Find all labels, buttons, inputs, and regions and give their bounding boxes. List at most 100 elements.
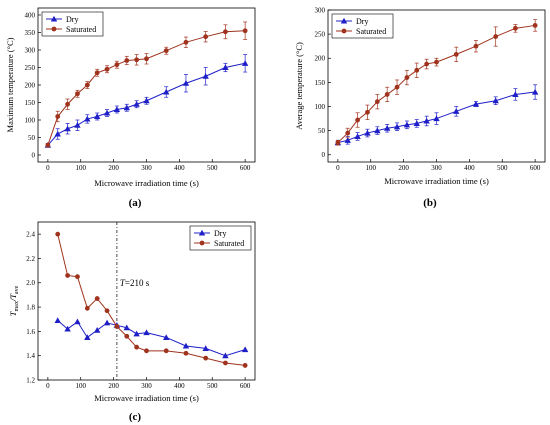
data-point: [84, 115, 91, 122]
x-tick-label: 100: [75, 164, 86, 172]
x-axis-label: Microwave irradiation time (s): [94, 178, 199, 188]
data-point: [75, 91, 80, 97]
data-point: [182, 342, 190, 349]
data-point: [202, 345, 209, 351]
data-point: [222, 64, 229, 71]
annotation-label: T=210 s: [120, 278, 150, 288]
axis-ticks: 0 100 200 300 400 500 600 1.2 1.4 1.6 1.8 2.0 2.2 2.4: [26, 231, 251, 390]
data-point: [335, 140, 341, 146]
legend-label: Dry: [66, 15, 78, 24]
data-point: [394, 84, 400, 90]
axis-ticks: 0 100 200 300 400 500 600 0 50 100 150 200 250 300 350…: [25, 11, 251, 172]
data-point: [423, 117, 430, 124]
x-tick-label: 200: [108, 164, 119, 172]
data-point: [434, 59, 439, 65]
y-tick-label: 2.2: [26, 255, 35, 263]
x-tick-label: 100: [75, 382, 86, 390]
data-point: [123, 104, 130, 111]
data-point: [143, 329, 150, 336]
data-point: [241, 60, 249, 66]
legend-box: [189, 225, 252, 251]
data-point: [133, 330, 140, 337]
data-point: [144, 56, 149, 62]
data-point: [163, 88, 170, 95]
data-point: [65, 273, 70, 278]
series-line: [47, 30, 246, 146]
y-tick-label: 400: [25, 11, 36, 19]
data-point: [473, 43, 479, 49]
data-point: [163, 334, 170, 341]
data-point: [74, 122, 81, 128]
data-point: [114, 62, 120, 68]
x-tick-label: 0: [46, 164, 50, 172]
y-tick-label: 50: [28, 134, 36, 142]
x-axis-label: Microwave irradiation time (s): [94, 393, 199, 403]
data-point: [55, 231, 61, 237]
data-point: [124, 333, 130, 339]
legend-label: Saturated: [356, 27, 386, 36]
x-tick-label: 600: [240, 382, 251, 390]
annotation-rest: =210 s: [125, 278, 150, 288]
x-tick-label: 0: [46, 382, 50, 390]
y-label-t: T: [8, 310, 18, 316]
x-tick-label: 200: [108, 382, 119, 390]
panel-b: 0 100 200 300 400 500 600 0 50 100 150 200 250 300 Dr…: [294, 6, 546, 209]
data-point: [344, 137, 351, 143]
data-point: [202, 73, 209, 79]
data-point: [512, 91, 519, 98]
panel-label: (a): [129, 197, 142, 209]
data-point: [345, 130, 351, 136]
chart-marks: T=210 s: [54, 222, 249, 380]
y-tick-label: 0: [322, 151, 326, 159]
series-line: [57, 234, 246, 366]
y-tick-label: 100: [315, 103, 326, 111]
y-tick-label: 0: [32, 151, 36, 159]
data-point: [384, 92, 390, 97]
y-axis-label: Tmax/Tave: [8, 285, 20, 316]
y-tick-label: 2.4: [26, 231, 35, 239]
y-tick-label: 200: [315, 55, 326, 63]
y-tick-label: 300: [25, 46, 36, 54]
data-point: [203, 355, 209, 361]
x-tick-label: 500: [497, 164, 508, 172]
data-point: [93, 326, 101, 333]
annotation-italic-t: T: [120, 278, 126, 288]
panel-label: (c): [129, 411, 142, 423]
data-point: [104, 66, 110, 72]
data-point: [84, 82, 90, 88]
x-tick-label: 600: [240, 164, 251, 172]
data-point: [414, 67, 420, 73]
x-tick-label: 100: [365, 164, 376, 172]
data-point: [354, 133, 361, 139]
data-point: [113, 106, 121, 113]
data-point: [472, 100, 480, 107]
chart-marks: [334, 19, 539, 146]
data-point: [134, 344, 140, 350]
data-point: [94, 70, 100, 76]
legend-marker: [50, 15, 58, 22]
y-tick-label: 100: [25, 116, 36, 124]
y-tick-label: 50: [318, 127, 326, 135]
series-saturated: [45, 21, 248, 148]
y-tick-label: 2.0: [26, 279, 35, 287]
y-tick-label: 350: [25, 29, 36, 37]
data-point: [355, 117, 360, 123]
data-point: [94, 296, 100, 301]
data-point: [393, 123, 401, 130]
data-point: [84, 305, 90, 311]
x-tick-label: 300: [431, 164, 442, 172]
data-point: [453, 108, 460, 114]
legend-marker: [51, 26, 57, 32]
y-label-sub-ave: ave: [14, 285, 20, 294]
y-tick-label: 1.4: [26, 352, 35, 360]
data-point: [104, 308, 110, 314]
data-point: [433, 115, 440, 122]
data-point: [114, 324, 120, 329]
legend-marker: [341, 28, 347, 34]
legend-label: Dry: [356, 17, 368, 26]
y-tick-label: 1.2: [26, 376, 35, 384]
data-point: [134, 57, 140, 63]
data-point: [532, 23, 538, 28]
